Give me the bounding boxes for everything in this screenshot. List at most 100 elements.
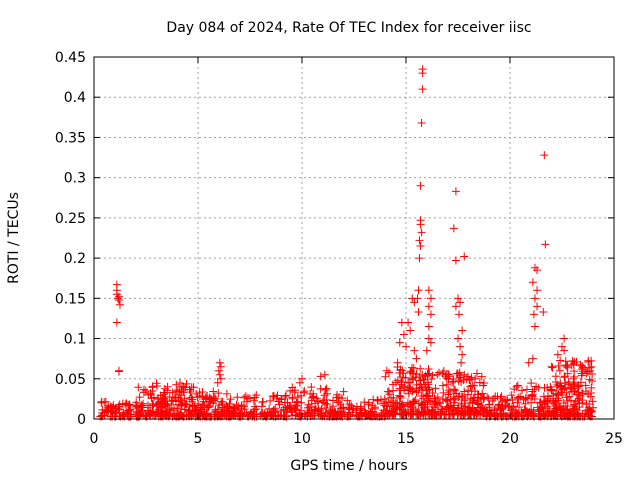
data-point xyxy=(418,69,427,78)
data-point xyxy=(456,342,465,351)
data-point xyxy=(418,85,427,94)
data-point xyxy=(551,372,560,381)
data-point xyxy=(444,390,453,399)
data-point xyxy=(316,372,325,381)
data-point xyxy=(582,400,591,409)
y-tick-label: 0.25 xyxy=(55,211,86,227)
data-point xyxy=(489,394,498,403)
data-point xyxy=(181,383,190,392)
data-point xyxy=(408,409,417,418)
data-point xyxy=(589,403,598,412)
data-point xyxy=(190,407,199,416)
data-point xyxy=(414,410,423,419)
data-point xyxy=(356,411,365,420)
data-point xyxy=(428,371,437,380)
data-point xyxy=(161,400,170,409)
data-point xyxy=(108,408,117,417)
data-point xyxy=(148,383,157,392)
data-point xyxy=(333,390,342,399)
data-point xyxy=(134,383,143,392)
data-point xyxy=(570,400,579,409)
data-point xyxy=(454,334,462,343)
data-point xyxy=(300,387,309,396)
data-point xyxy=(139,399,148,408)
data-point xyxy=(561,357,570,366)
data-point xyxy=(339,387,348,396)
data-point xyxy=(557,382,566,391)
data-point xyxy=(364,400,373,409)
y-tick-label: 0.1 xyxy=(64,332,86,348)
data-point xyxy=(158,407,167,416)
data-point xyxy=(293,397,302,406)
y-tick-label: 0.05 xyxy=(55,372,86,388)
data-point xyxy=(126,410,135,419)
data-point xyxy=(457,358,466,367)
data-point xyxy=(211,394,220,403)
data-point xyxy=(237,401,246,410)
data-point xyxy=(417,228,426,237)
data-point xyxy=(438,381,447,390)
data-point xyxy=(157,410,166,419)
data-point xyxy=(585,411,594,420)
data-point xyxy=(451,187,460,196)
data-point xyxy=(361,408,370,417)
data-point xyxy=(177,382,186,391)
y-tick-label: 0 xyxy=(77,412,86,428)
data-point xyxy=(562,362,571,371)
data-point xyxy=(399,330,408,339)
data-point xyxy=(547,362,556,371)
data-point xyxy=(570,357,579,366)
data-point xyxy=(384,368,393,377)
data-point xyxy=(345,404,354,413)
data-point xyxy=(256,410,265,419)
data-point xyxy=(153,382,162,391)
data-point xyxy=(585,375,594,384)
data-point xyxy=(467,373,476,382)
data-point xyxy=(553,380,562,389)
x-tick-label: 15 xyxy=(397,431,415,447)
data-point xyxy=(277,394,286,403)
data-point xyxy=(409,398,418,407)
data-point xyxy=(126,406,135,415)
data-point xyxy=(385,390,394,399)
data-point xyxy=(419,394,428,403)
data-point xyxy=(570,367,579,376)
data-point xyxy=(553,405,562,414)
data-point xyxy=(427,410,436,419)
data-point xyxy=(416,220,425,229)
data-point xyxy=(471,374,480,383)
data-point xyxy=(320,399,329,408)
data-point xyxy=(194,399,203,408)
data-point xyxy=(163,382,172,391)
data-point xyxy=(408,386,417,395)
data-point xyxy=(409,364,418,373)
data-point xyxy=(395,338,404,347)
data-point xyxy=(177,401,186,410)
data-point xyxy=(464,410,473,419)
data-point xyxy=(100,411,109,420)
data-point xyxy=(541,240,550,249)
data-point xyxy=(242,397,251,406)
data-point xyxy=(521,406,530,415)
y-tick-label: 0.3 xyxy=(64,171,86,187)
data-point xyxy=(451,395,460,404)
data-point xyxy=(578,365,587,374)
data-point xyxy=(513,381,522,390)
data-point xyxy=(457,407,466,416)
data-point xyxy=(422,386,431,395)
data-point xyxy=(426,338,435,347)
data-point xyxy=(209,387,218,396)
data-point xyxy=(560,372,569,381)
data-point xyxy=(393,358,402,367)
data-point xyxy=(298,374,306,383)
data-point xyxy=(137,401,146,410)
data-point xyxy=(286,401,295,410)
data-point xyxy=(310,406,319,415)
data-point xyxy=(297,398,306,407)
data-point xyxy=(423,378,432,387)
data-point xyxy=(260,409,269,418)
data-point xyxy=(438,405,447,414)
data-point xyxy=(529,310,538,319)
data-point xyxy=(567,385,576,394)
data-point xyxy=(241,392,250,401)
